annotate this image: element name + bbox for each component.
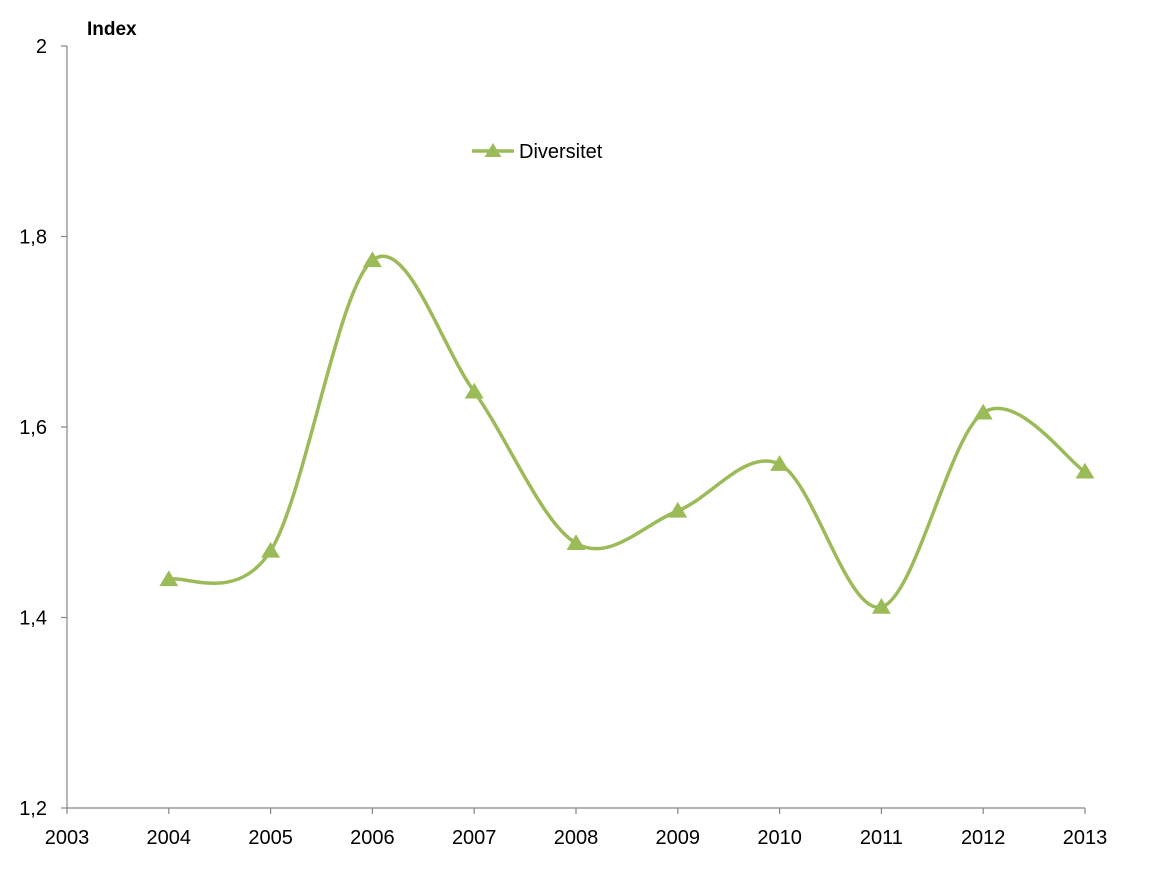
series-group [159,251,1095,614]
data-point-marker [1075,462,1095,479]
data-point-marker [668,501,688,518]
y-tick-label: 2 [36,36,47,58]
data-point-marker [362,251,382,268]
y-tick-label: 1,6 [19,417,47,439]
data-point-marker [261,541,281,558]
y-tick-label: 1,4 [19,608,47,630]
x-tick-label: 2006 [350,827,395,849]
data-point-marker [871,598,891,614]
y-tick-label: 1,2 [19,798,47,820]
data-point-marker [159,570,179,587]
legend-triangle-marker [484,143,502,157]
data-point-marker [566,534,586,550]
legend-label-diversitet: Diversitet [519,141,603,163]
x-tick-label: 2005 [248,827,293,849]
x-tick-label: 2004 [147,827,192,849]
data-point-marker [973,403,993,420]
x-tick-label: 2013 [1063,827,1108,849]
x-axis-ticks: 2003 2004 2005 2006 2007 2008 2009 2010 2011 2012… [45,808,1108,849]
x-tick-label: 2010 [757,827,802,849]
x-tick-label: 2007 [452,827,497,849]
y-tick-label: 1,8 [19,227,47,249]
data-point-marker [770,455,790,471]
y-axis-title: Index [87,19,137,40]
y-axis-ticks: 1,2 1,4 1,6 1,8 2 [19,36,67,820]
x-tick-label: 2008 [554,827,599,849]
x-tick-label: 2011 [860,827,903,849]
x-tick-label: 2003 [45,827,90,849]
series-line-diversitet [167,254,1087,609]
legend: Diversitet [472,141,603,163]
x-tick-label: 2009 [656,827,701,849]
data-point-marker [464,382,484,399]
x-tick-label: 2012 [961,827,1006,849]
